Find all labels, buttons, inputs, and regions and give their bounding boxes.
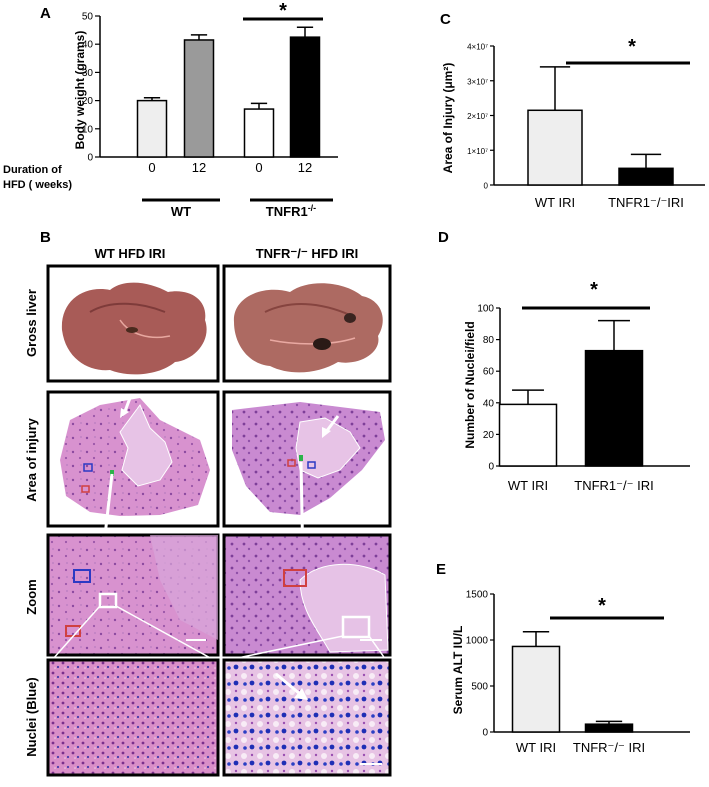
- y-tick-label: 0: [482, 728, 488, 739]
- y-tick-label: 500: [471, 682, 488, 693]
- bar-0: [498, 403, 558, 467]
- significance-star: *: [279, 0, 287, 22]
- y-tick-label: 4×10⁷: [467, 43, 488, 52]
- y-tick-label: 80: [483, 335, 495, 346]
- area-of-injury-tnfr-image: [222, 390, 392, 576]
- panel-a: A Body weight (grams) 0 10 20 30 40 50 0 12 0 12…: [3, 0, 338, 219]
- category-label-1: TNFR⁻/⁻ IRI: [573, 740, 645, 755]
- bar-0: [527, 109, 583, 186]
- y-axis-label: Area of Injury (μm²): [441, 63, 455, 174]
- row-label-gross-liver: Gross liver: [24, 289, 39, 357]
- significance-star: *: [590, 279, 598, 301]
- error-bars: [512, 319, 630, 405]
- category-label-1: TNFR1⁻/⁻ IRI: [574, 478, 653, 493]
- zoom-wt-image: [46, 533, 220, 657]
- category-labels: WT IRI TNFR1⁻/⁻ IRI: [508, 478, 654, 493]
- category-label-1: TNFR1⁻/⁻IRI: [608, 195, 684, 210]
- nuclei-wt-image: [46, 658, 220, 777]
- y-axis-label: Serum ALT IU/L: [451, 626, 465, 715]
- category-label-1: 12: [192, 160, 206, 175]
- zoom-connector: [115, 605, 215, 661]
- bar-1: [584, 723, 634, 733]
- category-label-0: WT IRI: [508, 478, 548, 493]
- area-of-injury-wt-image: [46, 390, 220, 572]
- bar-3: [289, 36, 321, 158]
- group-label-wt: WT: [171, 204, 191, 219]
- error-bars: [522, 630, 623, 725]
- gross-liver-tnfr-image: [222, 264, 392, 383]
- zoom-tnfr-image: [222, 533, 392, 657]
- panel-e: E Serum ALT IU/L 0 500 1000 1500 WT IRI TNFR…: [436, 561, 690, 755]
- y-tick-label: 1500: [466, 590, 489, 601]
- gross-liver-wt-image: [46, 264, 220, 383]
- bars: [498, 349, 644, 467]
- y-tick-label: 0: [484, 182, 489, 191]
- y-tick-label: 0: [87, 153, 93, 164]
- y-tick-label: 1×10⁷: [467, 147, 488, 156]
- y-axis: 0 10 20 30 40 50: [82, 12, 338, 164]
- y-tick-label: 3×10⁷: [467, 77, 488, 86]
- category-labels: WT IRI TNFR⁻/⁻ IRI: [516, 740, 645, 755]
- row-label-zoom: Zoom: [24, 579, 39, 614]
- zoom-connector: [227, 635, 344, 661]
- panel-b: B WT HFD IRI TNFR⁻/⁻ HFD IRI Gross liver…: [24, 229, 392, 777]
- error-bars: [539, 66, 662, 169]
- bars: [136, 36, 321, 158]
- y-tick-label: 20: [483, 430, 495, 441]
- y-axis-label: Number of Nuclei/field: [463, 321, 477, 448]
- panel-letter-c: C: [440, 11, 451, 28]
- y-tick-label: 30: [82, 68, 94, 79]
- column-label-wt: WT HFD IRI: [95, 246, 166, 261]
- bar-1: [584, 349, 644, 467]
- y-axis: 0 500 1000 1500: [466, 590, 690, 739]
- significance-star: *: [628, 36, 636, 58]
- error-bars: [143, 26, 314, 110]
- row-label-area-of-injury: Area of injury: [24, 417, 39, 502]
- significance-star: *: [598, 595, 606, 617]
- bar-0: [136, 99, 168, 158]
- y-tick-label: 2×10⁷: [467, 112, 488, 121]
- y-tick-label: 0: [488, 462, 494, 473]
- bar-0: [511, 645, 561, 733]
- category-label-3: 12: [298, 160, 312, 175]
- column-label-tnfr: TNFR⁻/⁻ HFD IRI: [256, 246, 359, 261]
- panel-letter-e: E: [436, 561, 446, 578]
- category-label-0: WT IRI: [516, 740, 556, 755]
- category-labels: 0 12 0 12: [148, 160, 312, 175]
- category-label-2: 0: [255, 160, 262, 175]
- bar-2: [243, 108, 275, 158]
- bars: [527, 109, 674, 186]
- y-tick-label: 60: [483, 367, 495, 378]
- y-tick-label: 20: [82, 96, 94, 107]
- y-tick-label: 40: [483, 398, 495, 409]
- category-label-0: 0: [148, 160, 155, 175]
- panel-letter-a: A: [40, 5, 51, 22]
- y-tick-label: 50: [82, 12, 94, 23]
- group-label-tnfr: TNFR1-/-: [266, 203, 316, 219]
- y-tick-label: 10: [82, 124, 94, 135]
- bars: [511, 645, 634, 733]
- category-label-0: WT IRI: [535, 195, 575, 210]
- panel-c: C Area of Injury (μm²) 0 1×10⁷ 2×10⁷ 3×10⁷ 4…: [440, 11, 705, 210]
- y-tick-label: 1000: [466, 636, 489, 647]
- category-labels: WT IRI TNFR1⁻/⁻IRI: [535, 195, 684, 210]
- y-tick-label: 40: [82, 40, 94, 51]
- zoom-connector: [51, 605, 101, 661]
- nuclei-tnfr-image: [222, 658, 392, 777]
- y-axis-label: Body weight (grams): [73, 31, 87, 150]
- y-tick-label: 100: [477, 304, 494, 315]
- panel-letter-b: B: [40, 229, 51, 246]
- bar-1: [618, 167, 674, 186]
- zoom-connector: [368, 635, 387, 661]
- row-label-line1: Duration of: [3, 164, 62, 176]
- panel-d: D Number of Nuclei/field 0 20 40 60 80 100 WT…: [438, 229, 690, 493]
- bar-1: [183, 39, 215, 158]
- panel-letter-d: D: [438, 229, 449, 246]
- row-label-nuclei: Nuclei (Blue): [24, 677, 39, 756]
- row-label-line2: HFD ( weeks): [3, 179, 72, 191]
